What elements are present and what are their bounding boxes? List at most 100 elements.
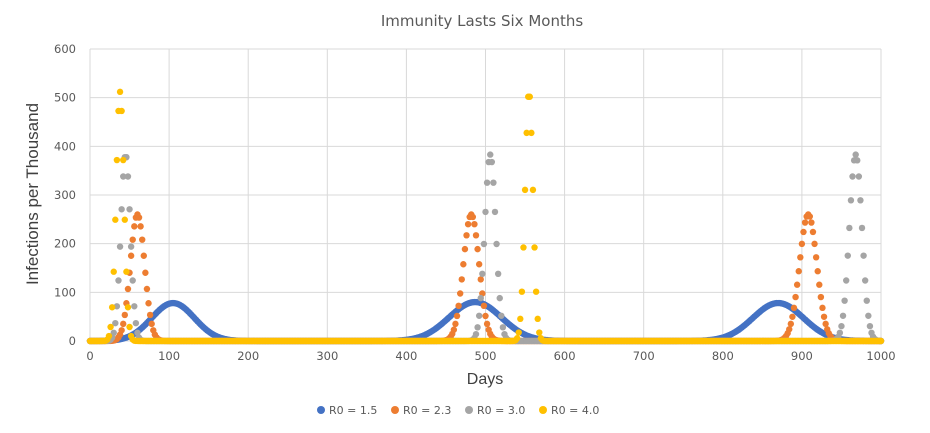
data-point [120, 320, 127, 328]
data-point [515, 329, 522, 336]
data-point [800, 228, 807, 236]
data-point [816, 281, 823, 288]
x-tick-label: 900 [791, 349, 813, 363]
data-point [137, 223, 144, 230]
data-point [811, 240, 818, 248]
y-tick-label: 100 [54, 285, 76, 299]
x-tick-label: 100 [158, 349, 180, 363]
data-point [482, 312, 489, 320]
data-point [107, 323, 114, 331]
data-point [797, 254, 804, 261]
data-point [131, 223, 138, 230]
data-point [475, 261, 483, 268]
plot-area [86, 88, 885, 345]
data-point [523, 129, 530, 137]
data-point [852, 151, 859, 158]
data-point [483, 179, 491, 186]
data-point [469, 213, 477, 221]
data-point [121, 311, 128, 319]
y-tick-label: 500 [54, 91, 76, 105]
data-point [787, 320, 795, 328]
legend-marker [317, 406, 325, 414]
data-point [474, 245, 481, 253]
data-point [123, 268, 130, 275]
data-point [110, 329, 117, 337]
data-point [806, 213, 814, 220]
data-point [814, 268, 821, 275]
data-point [863, 297, 870, 304]
data-point [858, 224, 866, 232]
data-point [131, 303, 138, 310]
axis-ticks: 0 100 200 300 400 500 600 0 100 200 300 400 500 600 70… [54, 42, 896, 363]
data-point [474, 324, 481, 331]
data-point [801, 219, 809, 226]
data-point [127, 243, 135, 250]
data-point [793, 281, 801, 288]
data-point [846, 224, 853, 232]
data-point [526, 93, 533, 100]
x-tick-label: 600 [554, 349, 576, 363]
data-point [483, 320, 491, 328]
data-point [820, 313, 828, 320]
data-point [455, 302, 462, 310]
data-point [463, 232, 470, 239]
gridlines [89, 48, 882, 342]
y-tick-label: 200 [54, 237, 76, 251]
data-point [838, 322, 845, 330]
data-point [480, 240, 488, 248]
data-point [143, 285, 151, 293]
data-point [140, 252, 147, 259]
data-point [142, 269, 149, 276]
data-point [456, 290, 464, 297]
data-point [482, 208, 489, 216]
x-tick-label: 0 [86, 349, 93, 363]
data-point [849, 173, 856, 180]
data-point [812, 254, 820, 261]
data-point [118, 107, 125, 115]
y-tick-label: 300 [54, 188, 76, 202]
data-point [531, 244, 538, 251]
legend-label: R0 = 3.0 [477, 404, 525, 417]
data-point [477, 276, 484, 283]
data-point [146, 311, 154, 319]
data-point [857, 197, 864, 204]
y-tick-label: 400 [54, 139, 76, 153]
data-point [822, 320, 829, 328]
data-point [112, 319, 119, 327]
data-point [795, 268, 802, 275]
data-point [116, 88, 124, 96]
data-point [513, 335, 521, 342]
data-point [866, 322, 874, 330]
data-point [877, 337, 885, 345]
x-tick-label: 1000 [866, 349, 895, 363]
data-point [126, 323, 133, 331]
data-point [789, 313, 796, 320]
data-point [105, 332, 113, 340]
data-point [491, 208, 499, 216]
data-point [817, 293, 825, 301]
data-point [521, 186, 529, 194]
data-point [145, 300, 152, 307]
data-point [126, 206, 133, 213]
data-point [129, 236, 136, 243]
data-point [472, 232, 480, 239]
data-point [120, 156, 127, 164]
data-point [450, 326, 458, 333]
data-point [494, 270, 502, 278]
y-tick-label: 600 [54, 42, 76, 56]
data-point [792, 293, 799, 301]
x-axis-title: Days [467, 371, 503, 388]
data-point [139, 236, 146, 243]
data-point [124, 304, 132, 311]
data-point [498, 312, 505, 319]
data-point [499, 324, 507, 331]
data-point [115, 277, 122, 284]
data-point [843, 277, 850, 284]
data-point [536, 329, 543, 336]
data-point [148, 320, 155, 328]
data-point [860, 252, 867, 259]
series-group [86, 88, 885, 345]
data-point [127, 252, 135, 259]
data-point [113, 156, 121, 164]
